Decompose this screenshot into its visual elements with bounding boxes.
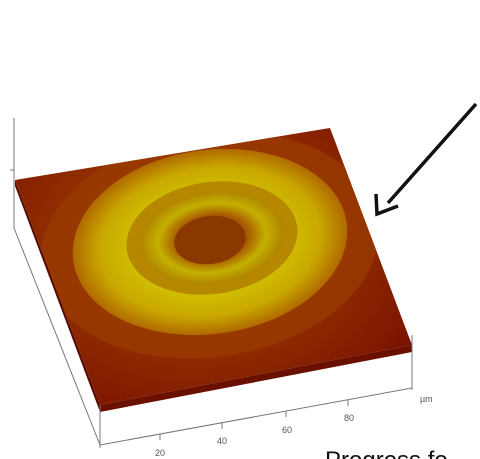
axis-unit: µm bbox=[420, 394, 433, 404]
x-tick-label: 40 bbox=[217, 436, 227, 446]
x-tick-label: 20 bbox=[155, 448, 165, 458]
side-wall bbox=[15, 180, 100, 412]
axes bbox=[10, 118, 413, 448]
surface bbox=[15, 128, 412, 405]
side-wall bbox=[100, 345, 412, 412]
x-tick-label: 80 bbox=[344, 413, 354, 423]
arrow bbox=[386, 102, 478, 205]
x-tick-label: 60 bbox=[282, 425, 292, 435]
arrow-head bbox=[374, 193, 399, 217]
caption: Progress fo bbox=[325, 447, 448, 459]
